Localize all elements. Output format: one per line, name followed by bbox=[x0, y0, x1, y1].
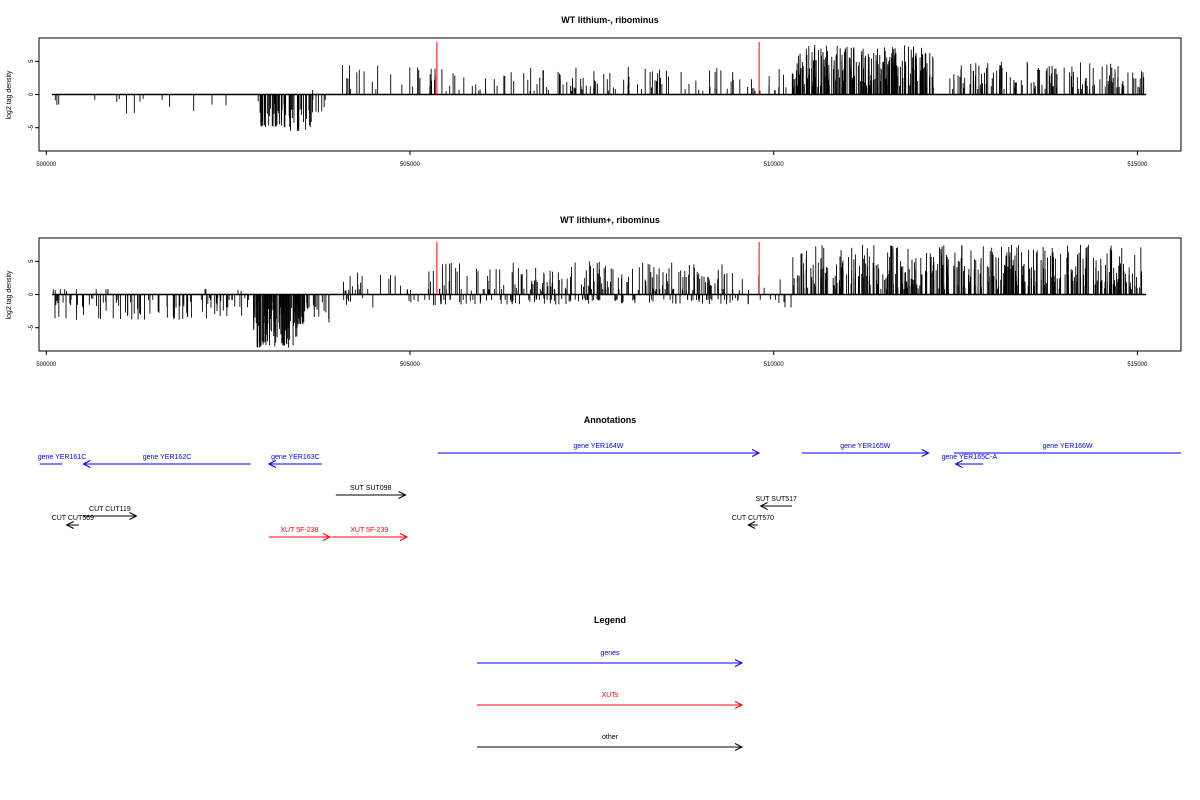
feature-arrowhead bbox=[322, 533, 332, 541]
y-tick-label: 5 bbox=[29, 59, 35, 63]
feature-arrowhead bbox=[65, 521, 74, 529]
legend-label: XUTs bbox=[602, 692, 619, 699]
feature-label: SUT SUT098 bbox=[350, 485, 392, 492]
panel-title: WT lithium+, ribominus bbox=[560, 215, 660, 225]
feature-label: gene YER163C bbox=[271, 454, 320, 461]
feature-label: gene YER162C bbox=[143, 454, 192, 461]
legend-title: Legend bbox=[594, 615, 626, 625]
x-tick-label: 515000 bbox=[1127, 362, 1148, 368]
feature-arrowhead bbox=[759, 502, 768, 510]
feature-arrowhead bbox=[129, 512, 138, 520]
annotations-title: Annotations bbox=[584, 415, 637, 425]
x-tick-label: 515000 bbox=[1127, 162, 1148, 168]
panel-title: WT lithium-, ribominus bbox=[561, 15, 659, 25]
y-tick-label: 0 bbox=[29, 92, 35, 96]
feature-arrowhead bbox=[751, 449, 761, 457]
y-tick-label: 5 bbox=[29, 259, 35, 263]
x-tick-label: 505000 bbox=[400, 362, 421, 368]
legend-arrowhead bbox=[734, 701, 744, 709]
feature-label: XUT 5F-239 bbox=[350, 527, 388, 534]
plot-frame bbox=[38, 37, 1182, 152]
feature-label: gene YER166W bbox=[1042, 443, 1092, 450]
feature-arrowhead bbox=[399, 533, 409, 541]
x-tick-label: 510000 bbox=[764, 162, 785, 168]
feature-label: gene YER165W bbox=[840, 443, 890, 450]
legend-arrowhead bbox=[734, 659, 744, 667]
feature-label: CUT CUT569 bbox=[52, 515, 94, 522]
axes: -5 0 5 500000 505000 510000 515000 bbox=[29, 59, 1148, 168]
plot-frame bbox=[38, 237, 1182, 352]
y-tick-label: -5 bbox=[29, 124, 35, 130]
feature-label: SUT SUT517 bbox=[755, 496, 797, 503]
feature-label: CUT CUT119 bbox=[89, 506, 131, 513]
annotation-features: gene YER161C gene YER162C gene YER163C gene… bbox=[38, 443, 1181, 541]
density-panel-lithium-minus: WT lithium-, ribominus log2 tag density … bbox=[6, 15, 1182, 168]
legend-panel: Legend genes XUTs other bbox=[477, 615, 744, 751]
density-panel-lithium-plus: WT lithium+, ribominus log2 tag density … bbox=[6, 215, 1182, 368]
legend-label: genes bbox=[600, 650, 620, 657]
x-tick-label: 500000 bbox=[36, 362, 57, 368]
feature-label: XUT 5F-238 bbox=[280, 527, 318, 534]
feature-arrowhead bbox=[267, 460, 277, 468]
feature-label: gene YER165C-A bbox=[942, 454, 998, 461]
feature-arrowhead bbox=[82, 460, 91, 468]
legend-items: genes XUTs other bbox=[477, 650, 744, 751]
feature-label: gene YER161C bbox=[38, 454, 87, 461]
y-tick-label: -5 bbox=[29, 324, 35, 330]
x-tick-label: 505000 bbox=[400, 162, 421, 168]
feature-label: CUT CUT570 bbox=[732, 515, 774, 522]
feature-arrowhead bbox=[398, 491, 407, 499]
feature-label: gene YER164W bbox=[573, 443, 623, 450]
y-axis-label: log2 tag density bbox=[6, 70, 13, 120]
axes: -5 0 5 500000 505000 510000 515000 bbox=[29, 259, 1148, 368]
feature-arrowhead bbox=[747, 521, 756, 529]
x-tick-label: 510000 bbox=[764, 362, 785, 368]
x-tick-label: 500000 bbox=[36, 162, 57, 168]
plot-area bbox=[52, 42, 1147, 132]
legend-label: other bbox=[602, 734, 619, 741]
plot-area bbox=[52, 242, 1147, 348]
y-tick-label: 0 bbox=[29, 292, 35, 296]
legend-arrowhead bbox=[734, 743, 744, 751]
feature-arrowhead bbox=[954, 460, 963, 468]
annotations-panel: Annotations gene YER161C gene YER162C gene… bbox=[38, 415, 1181, 541]
feature-arrowhead bbox=[921, 449, 930, 457]
y-axis-label: log2 tag density bbox=[6, 270, 13, 320]
